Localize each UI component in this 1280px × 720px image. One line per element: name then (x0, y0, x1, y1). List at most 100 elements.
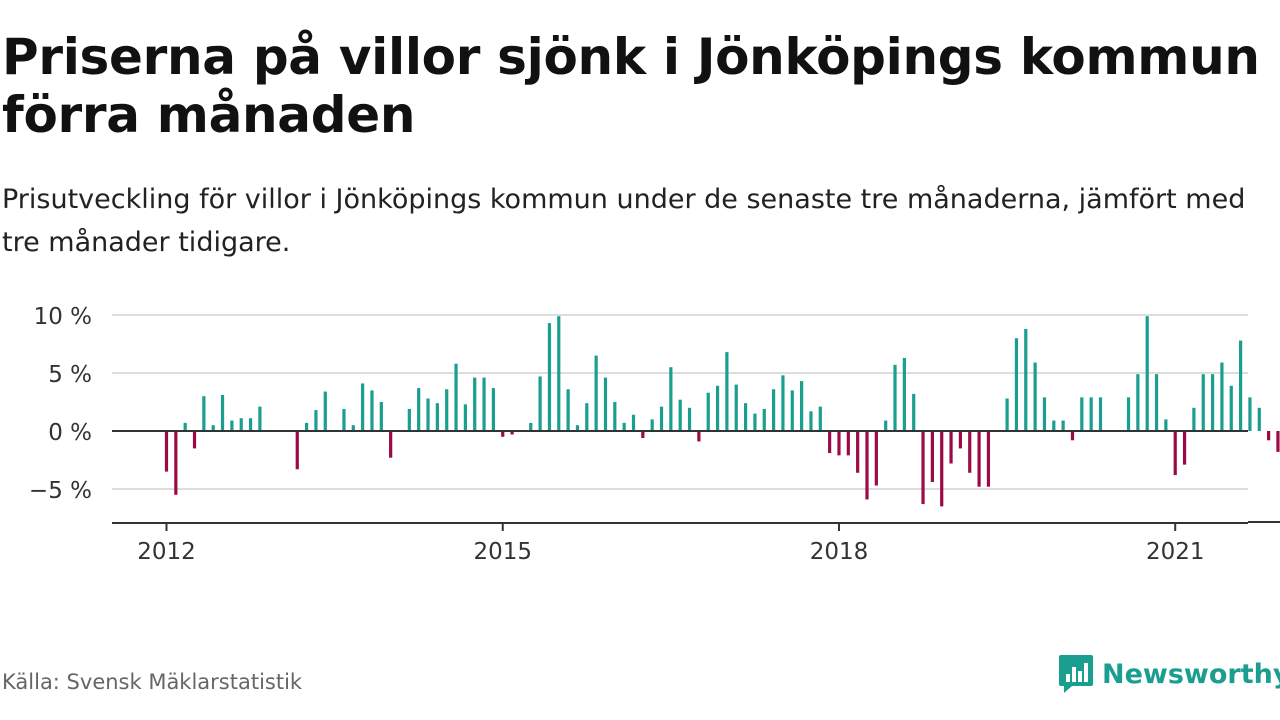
bar (538, 376, 542, 431)
bar (445, 389, 449, 431)
bar (557, 316, 561, 431)
bar (1164, 419, 1168, 431)
y-tick-label: 5 % (48, 362, 92, 388)
bar (417, 388, 421, 431)
y-tick-label: 10 % (34, 304, 92, 330)
bar (305, 422, 309, 431)
bar (678, 399, 682, 431)
bar (370, 390, 374, 431)
x-tick-label: 2018 (810, 539, 869, 565)
bar (902, 357, 906, 431)
page-title: Priserna på villor sjönk i Jönköpings ko… (2, 28, 1260, 144)
bar (314, 410, 318, 431)
bar (1154, 374, 1159, 431)
bar (351, 425, 355, 431)
brand-logo[interactable]: Newsworthy (1058, 652, 1280, 696)
bar (846, 431, 850, 456)
bar (958, 431, 962, 449)
bar (230, 420, 234, 431)
bar (800, 381, 804, 431)
bar (762, 408, 766, 431)
bar (594, 355, 598, 431)
bar (529, 422, 533, 431)
bar (781, 375, 785, 431)
bar (585, 403, 589, 431)
bar (174, 431, 178, 495)
bar (1229, 385, 1233, 431)
bar (818, 406, 822, 431)
bar (1005, 398, 1009, 431)
bar (912, 393, 916, 431)
bar (856, 431, 860, 473)
bar (687, 407, 692, 431)
bar (183, 422, 187, 431)
bar (631, 414, 636, 431)
bar (613, 402, 617, 431)
bar (1126, 397, 1131, 431)
bar (211, 425, 215, 431)
bar-chart-logo-icon (1059, 655, 1093, 693)
bar (725, 352, 729, 431)
bar (1042, 397, 1047, 431)
bar (874, 431, 878, 486)
bar (930, 431, 934, 483)
bar (697, 431, 701, 442)
bar (1173, 431, 1177, 476)
bar (1257, 407, 1261, 431)
bar (650, 419, 654, 431)
bar (949, 431, 953, 464)
bar (706, 392, 710, 431)
bar (1061, 420, 1065, 431)
bar (968, 431, 972, 473)
bar (1136, 374, 1140, 431)
brand-name: Newsworthy (1102, 658, 1280, 690)
bar (426, 398, 430, 431)
bar (1145, 316, 1149, 431)
x-tick-label: 2015 (473, 539, 532, 565)
bar (379, 402, 383, 431)
bar (659, 406, 664, 431)
bar (407, 408, 411, 431)
bar (1192, 407, 1196, 431)
bar (986, 431, 991, 487)
bar (202, 396, 206, 431)
bar (1267, 431, 1271, 441)
bar (641, 431, 645, 438)
bar (389, 431, 393, 458)
bar (342, 408, 346, 431)
bar (323, 391, 327, 431)
x-axis: 20122015201820212023 (112, 522, 1248, 565)
bar (977, 431, 981, 487)
bar (258, 406, 262, 431)
bar (463, 404, 467, 431)
bar (1201, 374, 1205, 431)
bar (837, 431, 841, 456)
bar (772, 389, 776, 431)
bar (669, 367, 673, 431)
bar (1220, 362, 1224, 431)
bar (1080, 397, 1084, 431)
grid-lines (112, 314, 1248, 490)
bar (1024, 328, 1028, 431)
bar (1014, 338, 1019, 431)
bar (1276, 431, 1280, 452)
bar (566, 389, 570, 431)
bar (192, 431, 197, 449)
bar (940, 431, 944, 507)
y-tick-label: 0 % (48, 420, 92, 446)
bar (622, 422, 626, 431)
bar (921, 431, 925, 505)
bar (1089, 397, 1093, 431)
bar (1248, 397, 1252, 431)
bar (1070, 431, 1075, 441)
y-axis-labels: −5 % 0 % 5 % 10 % (29, 304, 92, 504)
bar (1033, 362, 1037, 431)
bar (1098, 397, 1103, 431)
bar (603, 377, 608, 431)
bar (790, 390, 794, 431)
bar (828, 431, 832, 454)
bar (1210, 374, 1215, 431)
bar (501, 431, 505, 437)
bar (1182, 431, 1187, 465)
bar (865, 431, 869, 500)
